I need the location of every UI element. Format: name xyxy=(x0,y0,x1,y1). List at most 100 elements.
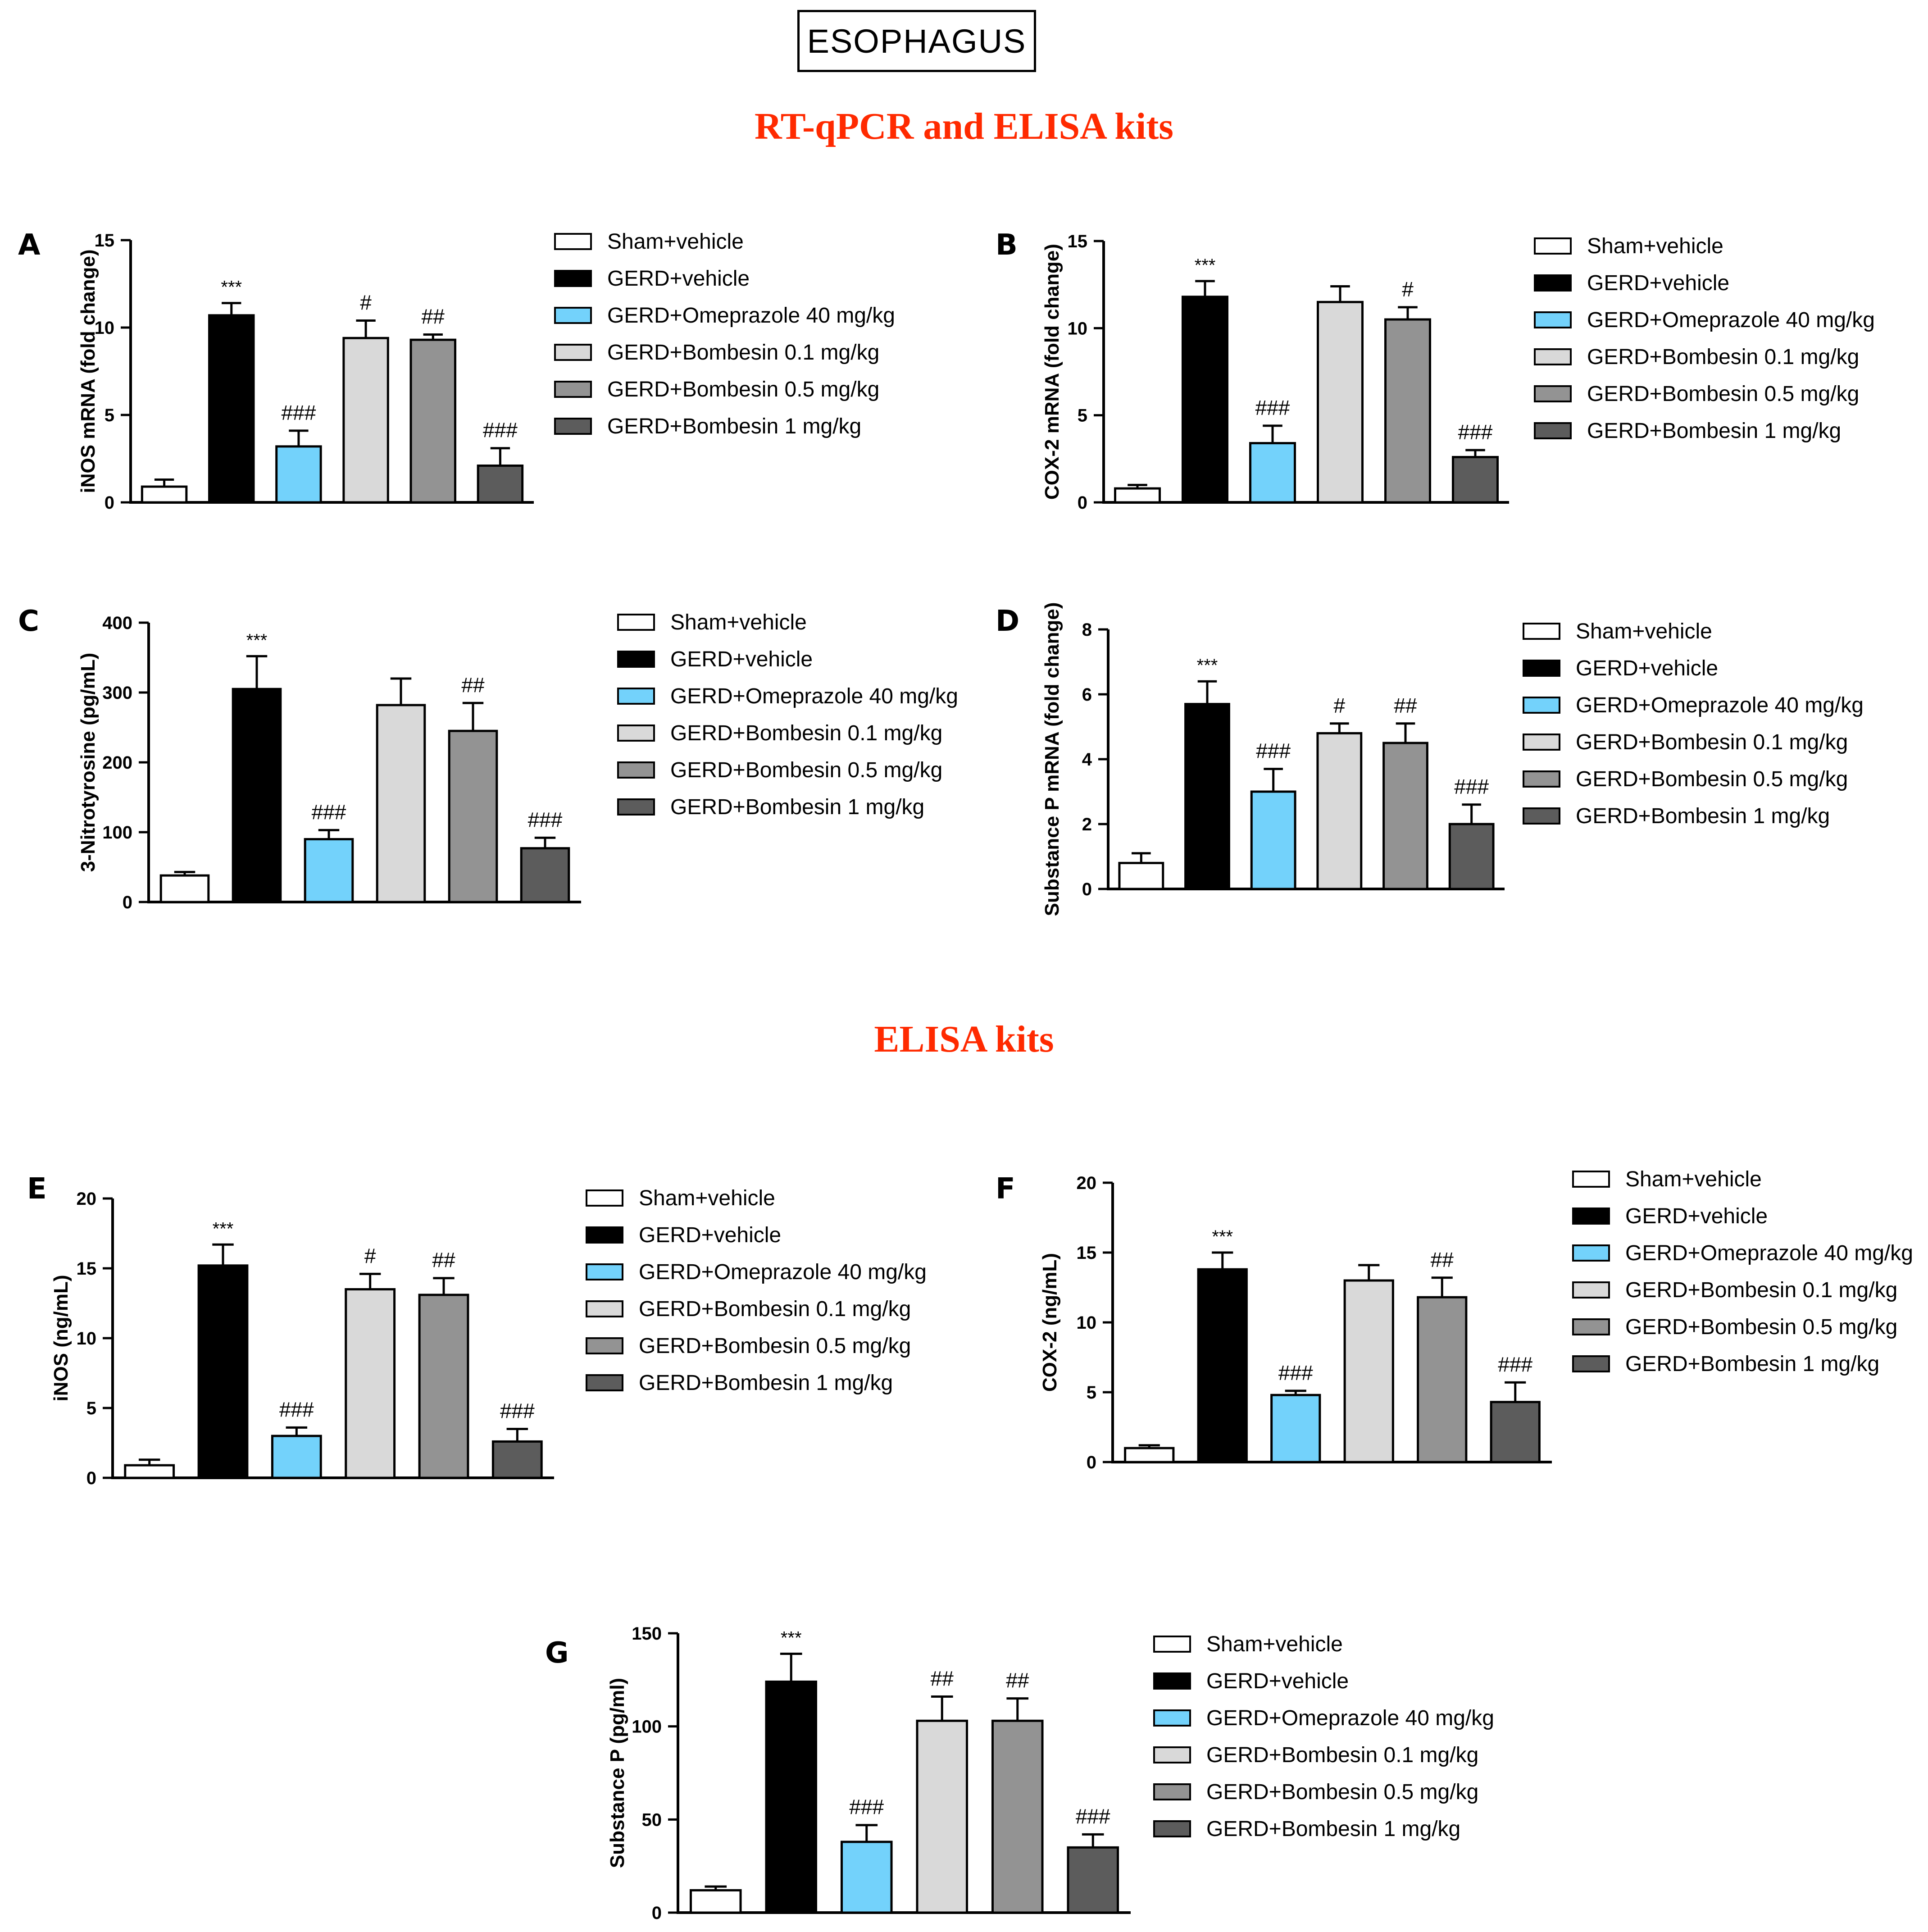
legend-item: GERD+Omeprazole 40 mg/kg xyxy=(586,1253,927,1290)
y-tick-label: 15 xyxy=(1077,1243,1097,1263)
legend-label: GERD+Bombesin 0.1 mg/kg xyxy=(670,721,943,745)
legend-label: GERD+Bombesin 0.5 mg/kg xyxy=(1587,382,1860,406)
legend: Sham+vehicle GERD+vehicle GERD+Omeprazole … xyxy=(554,223,895,445)
y-tick-label: 8 xyxy=(1082,620,1092,640)
legend: Sham+vehicle GERD+vehicle GERD+Omeprazole … xyxy=(1572,1161,1913,1382)
legend-swatch xyxy=(1572,1244,1610,1262)
significance-label: ### xyxy=(312,800,346,824)
figure-header: ESOPHAGUS xyxy=(797,10,1036,72)
y-tick-label: 5 xyxy=(1087,1383,1096,1403)
bar xyxy=(271,1435,322,1479)
legend-swatch xyxy=(1523,770,1560,788)
legend-swatch xyxy=(1534,311,1572,328)
significance-label: ## xyxy=(422,305,445,328)
bar xyxy=(520,847,570,903)
legend-label: GERD+vehicle xyxy=(1576,656,1719,680)
significance-label: ## xyxy=(432,1249,455,1272)
bar xyxy=(1417,1296,1468,1463)
bar xyxy=(1448,823,1495,890)
legend-item: GERD+Bombesin 1 mg/kg xyxy=(617,788,958,825)
y-tick-label: 2 xyxy=(1082,815,1092,834)
legend-label: Sham+vehicle xyxy=(639,1186,775,1210)
legend: Sham+vehicle GERD+vehicle GERD+Omeprazole … xyxy=(1534,228,1875,449)
legend-swatch xyxy=(1153,1672,1191,1690)
legend-swatch xyxy=(554,344,592,361)
legend-item: GERD+Bombesin 0.1 mg/kg xyxy=(1534,338,1875,375)
panel-letter: E xyxy=(27,1172,47,1206)
significance-label: ### xyxy=(500,1399,535,1423)
legend-item: GERD+Omeprazole 40 mg/kg xyxy=(1534,301,1875,338)
significance-label: *** xyxy=(213,1219,234,1239)
legend-item: GERD+Bombesin 0.1 mg/kg xyxy=(1572,1271,1913,1308)
bar xyxy=(1124,1447,1175,1463)
legend-swatch xyxy=(1534,348,1572,365)
y-tick-label: 20 xyxy=(1077,1173,1097,1193)
legend-item: GERD+Bombesin 0.1 mg/kg xyxy=(554,334,895,371)
legend-swatch xyxy=(554,307,592,324)
y-tick-label: 10 xyxy=(1077,1313,1097,1333)
legend-swatch xyxy=(554,381,592,398)
legend-item: GERD+Bombesin 0.5 mg/kg xyxy=(586,1327,927,1364)
significance-label: ### xyxy=(1256,739,1291,763)
legend-swatch xyxy=(1572,1281,1610,1299)
legend-item: Sham+vehicle xyxy=(1153,1626,1494,1663)
legend-item: GERD+vehicle xyxy=(617,641,958,678)
legend-label: GERD+Omeprazole 40 mg/kg xyxy=(1587,308,1875,332)
bar xyxy=(159,874,210,903)
legend-label: GERD+Bombesin 0.1 mg/kg xyxy=(607,340,880,365)
y-tick-label: 5 xyxy=(86,1399,96,1418)
legend-label: GERD+Omeprazole 40 mg/kg xyxy=(1206,1706,1494,1730)
significance-label: ### xyxy=(1076,1804,1110,1828)
chart-panel-d: D 0 2 4 6 8 Substance P mRNA (fold change) *** #… xyxy=(996,602,1505,916)
bar xyxy=(1384,318,1431,504)
legend-item: GERD+vehicle xyxy=(1153,1663,1494,1700)
legend-swatch xyxy=(586,1263,623,1280)
legend-label: GERD+Bombesin 0.1 mg/kg xyxy=(1625,1278,1898,1302)
legend-label: GERD+Omeprazole 40 mg/kg xyxy=(670,684,958,708)
legend-swatch xyxy=(1523,807,1560,825)
legend-item: GERD+Bombesin 1 mg/kg xyxy=(1523,797,1864,834)
y-axis-label: COX-2 mRNA (fold change) xyxy=(1041,244,1063,500)
legend-swatch xyxy=(1534,385,1572,402)
legend-label: GERD+Omeprazole 40 mg/kg xyxy=(607,303,895,328)
legend-label: GERD+vehicle xyxy=(1206,1669,1349,1693)
legend-label: Sham+vehicle xyxy=(1206,1632,1343,1656)
significance-label: *** xyxy=(1212,1227,1233,1247)
significance-label: # xyxy=(360,291,372,314)
significance-label: ## xyxy=(931,1667,954,1690)
legend-label: GERD+Bombesin 1 mg/kg xyxy=(1587,419,1842,443)
legend: Sham+vehicle GERD+vehicle GERD+Omeprazole … xyxy=(617,604,958,825)
legend: Sham+vehicle GERD+vehicle GERD+Omeprazole … xyxy=(586,1180,927,1401)
legend-item: Sham+vehicle xyxy=(586,1180,927,1217)
legend-item: GERD+Omeprazole 40 mg/kg xyxy=(1523,687,1864,724)
legend-label: Sham+vehicle xyxy=(607,229,744,254)
y-tick-label: 10 xyxy=(1068,319,1088,338)
legend-label: GERD+Bombesin 0.1 mg/kg xyxy=(1576,730,1848,754)
panel-letter: F xyxy=(996,1172,1015,1206)
legend-label: GERD+vehicle xyxy=(639,1223,782,1247)
section-title-elisa: ELISA kits xyxy=(874,1018,1054,1060)
bar xyxy=(840,1841,893,1914)
significance-label: ### xyxy=(1458,420,1493,444)
significance-label: ### xyxy=(528,808,563,831)
y-tick-label: 100 xyxy=(102,823,132,843)
legend-item: Sham+vehicle xyxy=(617,604,958,641)
legend-swatch xyxy=(617,761,655,779)
legend-label: GERD+Bombesin 1 mg/kg xyxy=(1625,1352,1880,1376)
legend-swatch xyxy=(1572,1208,1610,1225)
significance-label: ## xyxy=(1394,694,1417,717)
legend-swatch xyxy=(586,1300,623,1317)
y-axis-label: iNOS (ng/mL) xyxy=(50,1275,72,1401)
legend-label: GERD+Bombesin 0.5 mg/kg xyxy=(1625,1315,1898,1339)
legend-item: Sham+vehicle xyxy=(1572,1161,1913,1198)
y-axis-label: Substance P (pg/ml) xyxy=(606,1678,628,1868)
legend-swatch xyxy=(1153,1709,1191,1727)
bar xyxy=(197,1264,249,1479)
y-tick-label: 10 xyxy=(95,318,115,338)
panel-letter: G xyxy=(545,1636,569,1670)
legend-swatch xyxy=(1523,697,1560,714)
legend-swatch xyxy=(617,614,655,631)
significance-label: *** xyxy=(1197,656,1218,675)
